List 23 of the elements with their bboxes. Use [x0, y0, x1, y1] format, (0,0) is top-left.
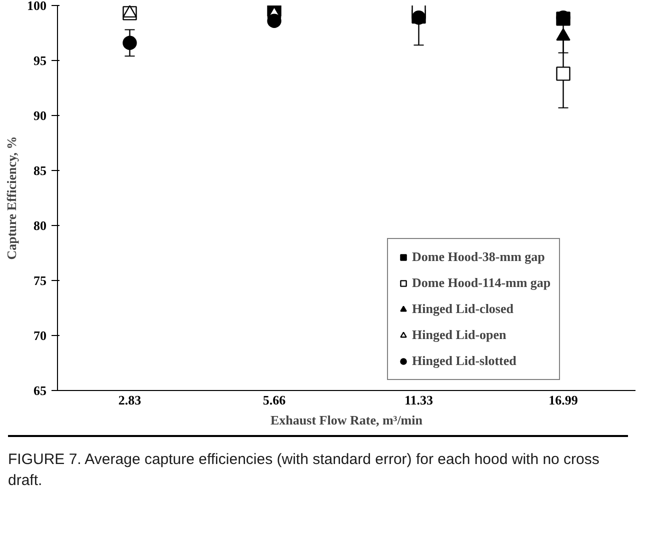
y-tick-label: 80 — [34, 218, 46, 233]
point — [556, 66, 570, 81]
y-tick-label: 65 — [34, 383, 47, 398]
x-tick-label: 16.99 — [548, 392, 578, 408]
y-tick-label: 70 — [34, 328, 46, 343]
y-tick-label: 75 — [34, 273, 47, 288]
x-tick-label: 11.33 — [404, 392, 434, 408]
x-tick-label: 2.83 — [118, 392, 142, 408]
legend-label: Dome Hood-38-mm gap — [412, 249, 545, 265]
legend-label: Hinged Lid-closed — [412, 301, 514, 317]
legend-label: Hinged Lid-slotted — [412, 353, 516, 369]
legend-label: Dome Hood-114-mm gap — [412, 275, 551, 291]
caption: FIGURE 7. Average capture efficiencies (with standard error) for each hood with no cross draft. — [8, 450, 600, 492]
legend-label: Hinged Lid-open — [412, 327, 506, 343]
y-tick-label: 85 — [34, 163, 47, 178]
y-tick-label: 95 — [34, 53, 47, 68]
y-axis-title: Capture Efficiency, % — [4, 136, 19, 260]
y-tick-label: 100 — [27, 0, 46, 13]
x-axis-title: Exhaust Flow Rate, m³/min — [270, 412, 424, 428]
x-tick-label: 5.66 — [262, 392, 286, 408]
point — [122, 36, 137, 50]
point — [267, 14, 282, 28]
y-tick-label: 90 — [34, 108, 46, 123]
